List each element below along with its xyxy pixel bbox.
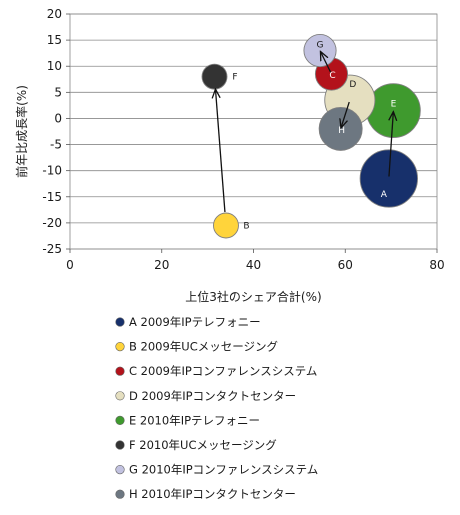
legend-marker-f [115, 440, 125, 450]
legend-marker-g [115, 465, 125, 475]
x-axis-title: 上位3社のシェア合計(%) [185, 289, 321, 304]
arrow-b-to-f [216, 90, 226, 213]
arrow-c-to-g [321, 52, 332, 73]
bubble-b [213, 212, 239, 239]
y-tick-label: -15 [42, 190, 62, 204]
y-tick-label: -10 [42, 164, 62, 178]
y-tick-label: -20 [42, 216, 62, 230]
bubble-a [359, 149, 418, 208]
x-tick-label: 60 [338, 258, 353, 272]
x-tick-label: 20 [154, 258, 169, 272]
bubble-label-b: B [243, 222, 249, 232]
bubble-label-g: G [317, 41, 324, 51]
y-axis-title: 前年比成長率(%) [14, 85, 29, 178]
x-tick-label: 80 [429, 258, 444, 272]
bubble-f [201, 63, 228, 90]
y-tick-label: -5 [50, 138, 62, 152]
axes: 20 15 10 5 0 -5 -10 -15 -20 -25 0 20 40 60 80 上位3社のシェア合… [14, 7, 445, 304]
legend-entry-a: A 2009年IPテレフォニー [129, 315, 261, 329]
legend-entry-e: E 2010年IPテレフォニー [129, 413, 260, 427]
y-tick-label: -25 [42, 242, 62, 256]
legend-entry-g: G 2010年IPコンファレンスシステム [129, 463, 318, 477]
legend-marker-c [115, 366, 125, 376]
legend-entry-b: B 2009年UCメッセージング [129, 340, 279, 354]
legend-entry-f: F 2010年UCメッセージング [129, 438, 277, 452]
y-tick-label: 10 [47, 59, 62, 73]
arrows [216, 52, 394, 213]
legend-marker-a [115, 317, 125, 327]
bubble-label-d: D [349, 80, 356, 90]
x-tick-label: 0 [66, 258, 74, 272]
legend-marker-b [115, 342, 125, 352]
y-tick-label: 5 [54, 85, 62, 99]
bubble-label-a: A [381, 190, 388, 200]
y-tick-label: 20 [47, 7, 62, 21]
y-tick-label: 0 [54, 111, 62, 125]
bubble-label-f: F [232, 73, 237, 83]
legend-marker-h [115, 489, 125, 499]
arrow-d-to-h [341, 101, 350, 127]
legend: A 2009年IPテレフォニー B 2009年UCメッセージング C 2009年IP… [115, 315, 318, 501]
y-tick-label: 15 [47, 33, 62, 47]
legend-entry-h: H 2010年IPコンタクトセンター [129, 487, 296, 501]
legend-marker-d [115, 391, 125, 401]
legend-entry-d: D 2009年IPコンタクトセンター [129, 389, 296, 403]
bubble-labels: A B C D E F G H [232, 41, 396, 232]
legend-marker-e [115, 415, 125, 426]
legend-entry-c: C 2009年IPコンファレンスシステム [129, 364, 317, 378]
x-tick-label: 40 [246, 258, 261, 272]
bubble-label-c: C [329, 71, 335, 81]
bubble-label-h: H [338, 126, 345, 136]
bubble-e [366, 83, 421, 138]
arrow-a-to-e [389, 113, 393, 177]
bubble-label-e: E [391, 100, 397, 110]
